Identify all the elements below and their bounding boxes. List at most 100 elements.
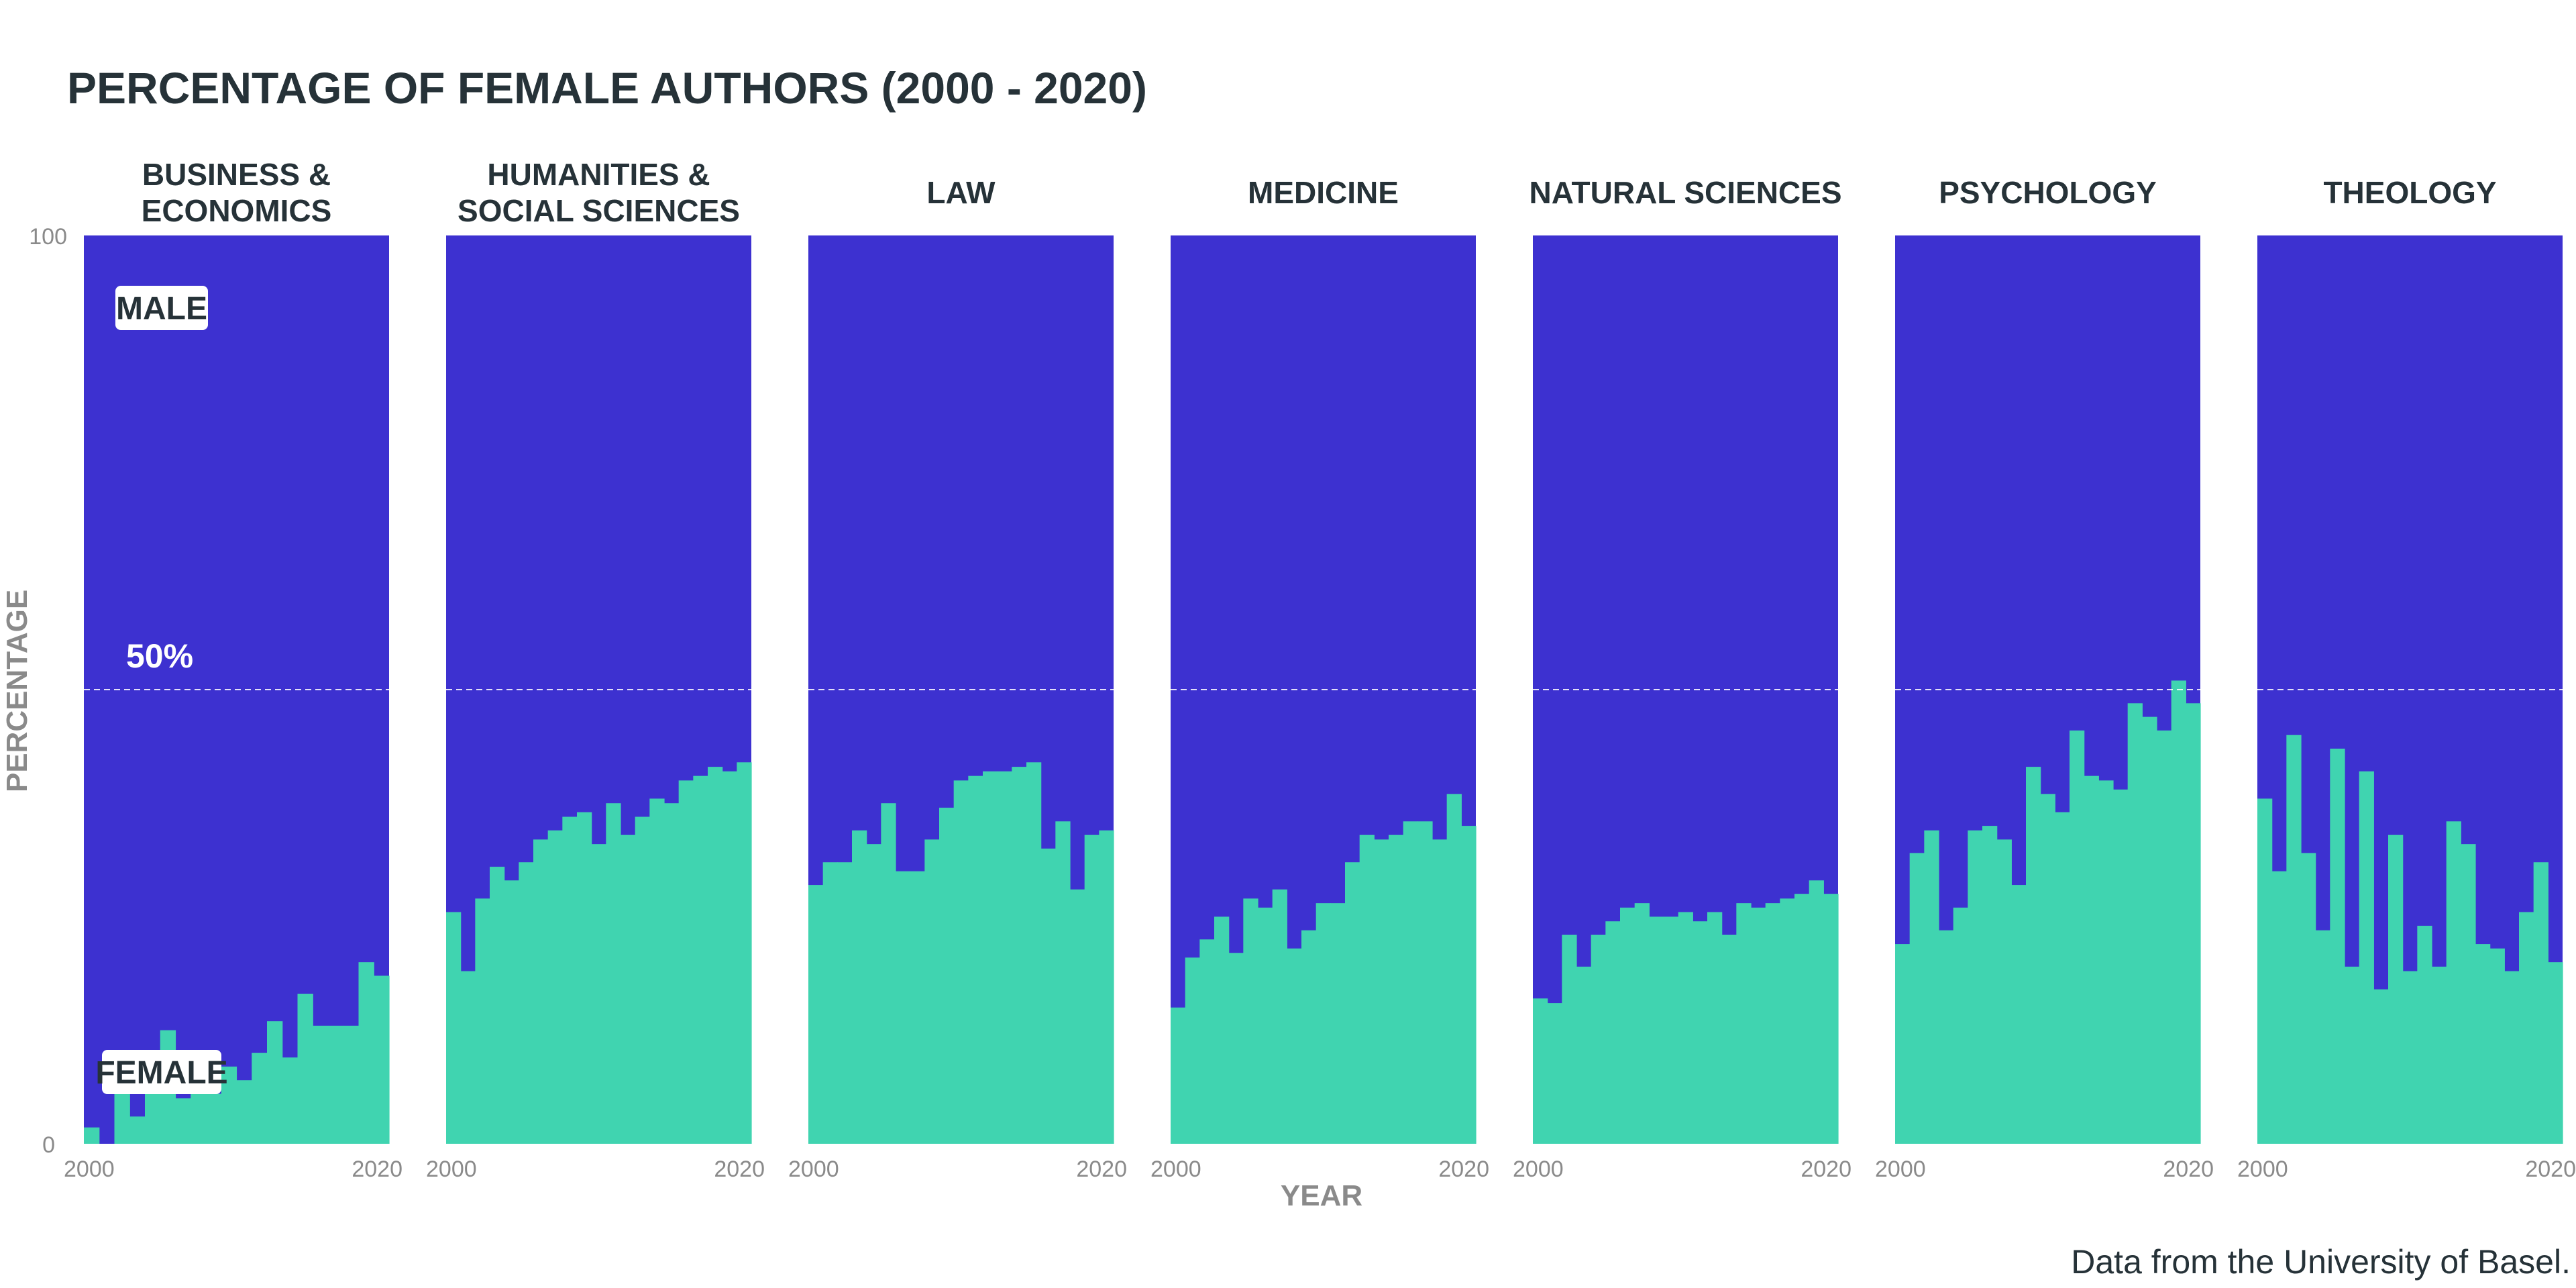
panel-title: MEDICINE [1248, 175, 1399, 210]
female-bar [2301, 853, 2316, 1144]
female-bar [1809, 880, 1824, 1144]
female-bar [374, 975, 390, 1144]
female-bar [2475, 944, 2491, 1144]
female-bar [1012, 767, 1027, 1144]
female-bar [1823, 894, 1839, 1144]
x-tick-label: 2000 [1150, 1157, 1201, 1182]
female-bar [852, 830, 867, 1144]
female-bar [446, 912, 462, 1144]
x-axis-title: YEAR [1281, 1179, 1362, 1212]
female-bar [722, 771, 737, 1144]
female-bar [664, 803, 680, 1144]
panel-title: THEOLOGY [2323, 175, 2496, 210]
female-bar [1721, 934, 1737, 1144]
female-bar [282, 1057, 299, 1144]
female-bar [2171, 680, 2186, 1144]
female-bar [1533, 998, 1548, 1144]
female-bar [1316, 903, 1331, 1144]
panel-title: NATURAL SCIENCES [1529, 175, 1842, 210]
female-bar [1765, 903, 1780, 1144]
female-bar [267, 1021, 283, 1144]
panel-6: PSYCHOLOGY 2000 2020 [1875, 175, 2214, 1182]
female-bar [1228, 953, 1244, 1144]
female-bar [84, 1127, 100, 1144]
female-bar [1924, 830, 1939, 1144]
female-bar [2533, 862, 2548, 1144]
female-bar [533, 839, 549, 1144]
female-bar [822, 862, 838, 1144]
female-bar [2098, 780, 2114, 1144]
x-tick-label: 2020 [1801, 1157, 1851, 1182]
female-bar [1214, 916, 1230, 1144]
female-bar [252, 1053, 268, 1144]
female-bar [678, 780, 694, 1144]
female-bar [1345, 862, 1360, 1144]
panel-4: MEDICINE 2000 2020 [1150, 175, 1489, 1182]
female-bar [519, 862, 534, 1144]
female-bar [1243, 898, 1258, 1144]
female-bar [2461, 844, 2476, 1144]
female-bar [328, 1025, 344, 1144]
female-bar [313, 1025, 329, 1144]
x-tick-label: 2000 [426, 1157, 477, 1182]
female-bar [649, 798, 665, 1144]
female-bar [221, 1066, 237, 1144]
female-bar [1547, 1003, 1562, 1144]
male-label: MALE [116, 291, 207, 327]
female-bar [475, 898, 490, 1144]
female-bar [2359, 771, 2374, 1144]
panel-2: HUMANITIES &SOCIAL SCIENCES 2000 2020 [426, 157, 765, 1182]
female-bar [866, 844, 881, 1144]
female-bar [1895, 944, 1911, 1144]
female-bar [1649, 916, 1664, 1144]
female-bar [1634, 903, 1650, 1144]
female-bar [968, 775, 983, 1144]
panel-3: LAW 2000 2020 [788, 175, 1127, 1182]
female-bar [206, 1093, 222, 1144]
female-bar [145, 1093, 161, 1144]
female-bar [358, 962, 374, 1144]
female-bar [2070, 730, 2085, 1144]
female-bar [808, 885, 824, 1144]
female-bar [621, 835, 636, 1144]
female-bar [2113, 789, 2129, 1144]
female-bar [2548, 962, 2563, 1144]
female-bar [2186, 703, 2201, 1144]
panel-title: LAW [926, 175, 996, 210]
female-bar [1272, 889, 1287, 1144]
female-bar [490, 867, 505, 1144]
female-bar [1751, 907, 1766, 1144]
female-bar [1359, 835, 1375, 1144]
x-tick-label: 2000 [1875, 1157, 1926, 1182]
female-bar [1736, 903, 1752, 1144]
female-bar [2446, 821, 2461, 1144]
female-bar [1693, 921, 1708, 1144]
female-bar [591, 844, 606, 1144]
female-bar [2257, 798, 2273, 1144]
female-bar [1591, 934, 1606, 1144]
female-bar [343, 1025, 360, 1144]
female-bar [2489, 948, 2505, 1144]
female-bar [1576, 966, 1592, 1144]
female-bar [1605, 921, 1621, 1144]
female-bar [2432, 966, 2447, 1144]
female-bar [2011, 885, 2027, 1144]
female-bar [635, 816, 650, 1144]
female-bar [562, 816, 578, 1144]
female-bar [1953, 907, 1968, 1144]
female-bar [2142, 716, 2157, 1144]
female-bar [2402, 971, 2418, 1144]
female-bar [1780, 898, 1795, 1144]
female-bar [1939, 930, 1954, 1144]
x-tick-label: 2020 [2525, 1157, 2576, 1182]
female-bar [1707, 912, 1723, 1144]
panel-title: PSYCHOLOGY [1939, 175, 2157, 210]
female-bar [896, 871, 911, 1144]
male-label-box [115, 286, 208, 330]
female-bar [939, 808, 955, 1144]
female-bar [2345, 966, 2360, 1144]
female-bar [1620, 907, 1635, 1144]
female-bar [1287, 948, 1302, 1144]
female-bar [2286, 735, 2302, 1144]
